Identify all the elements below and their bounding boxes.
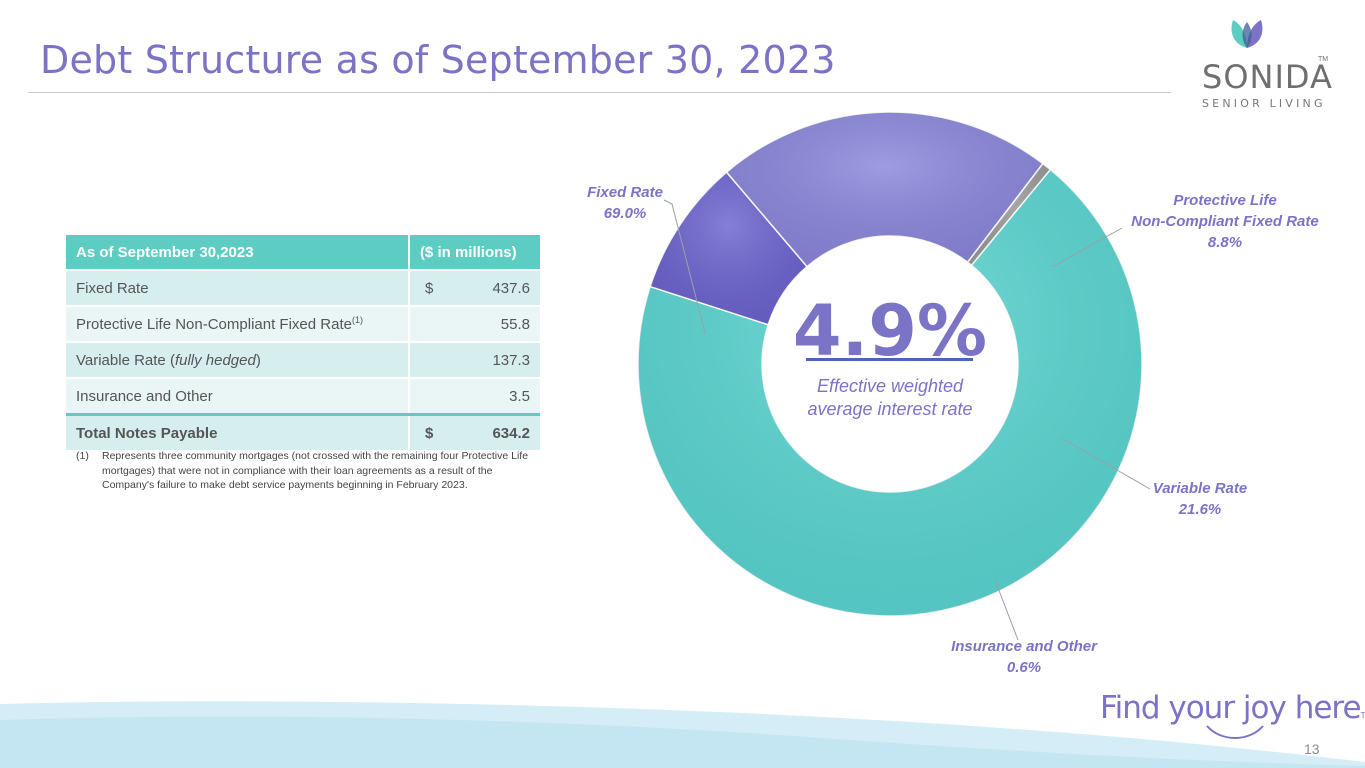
slice-label-percent: 8.8% xyxy=(1207,234,1243,251)
row-label-prefix: Variable Rate ( xyxy=(76,351,175,369)
row-value: 137.3 xyxy=(407,342,540,379)
table-total-row: Total Notes Payable $ 634.2 xyxy=(66,413,540,452)
donut-slice-shading xyxy=(650,172,808,325)
donut-slice-shading xyxy=(726,112,1043,267)
center-caption-line: average interest rate xyxy=(807,399,973,419)
page-title: Debt Structure as of September 30, 2023 xyxy=(40,38,836,82)
leader-line-protective-life xyxy=(1051,227,1123,268)
table-row: Fixed Rate $ 437.6 xyxy=(66,270,540,307)
page-number: 13 xyxy=(1304,741,1320,757)
slice-label-name: Variable Rate xyxy=(1152,480,1248,497)
butterfly-leaf-icon xyxy=(1231,20,1263,48)
row-label-cell: Variable Rate (fully hedged) xyxy=(66,342,409,379)
footnote: (1) Represents three community mortgages… xyxy=(76,449,536,493)
row-label: Fixed Rate xyxy=(66,270,409,307)
bottom-wave-decoration xyxy=(0,701,1365,768)
dollar-sign: $ xyxy=(424,279,434,297)
table-header-row: As of September 30,2023 ($ in millions) xyxy=(66,235,540,271)
row-label-suffix: ) xyxy=(255,351,261,369)
row-value: 437.6 xyxy=(492,279,530,297)
debt-table: As of September 30,2023 ($ in millions) … xyxy=(66,235,540,452)
slice-label-percent: 21.6% xyxy=(1178,501,1222,518)
slice-label-percent: 0.6% xyxy=(1006,659,1042,676)
smile-swoosh-icon xyxy=(1206,725,1264,739)
row-label-cell: Protective Life Non-Compliant Fixed Rate… xyxy=(66,306,409,343)
total-value: 634.2 xyxy=(492,424,530,442)
total-value-cell: $ 634.2 xyxy=(407,413,540,452)
leader-line-insurance-other xyxy=(994,579,1019,641)
logo-subtitle: SENIOR LIVING xyxy=(1202,97,1326,110)
row-value: 3.5 xyxy=(407,378,540,416)
center-caption-line: Effective weighted xyxy=(816,376,964,396)
slice-label-name: Fixed Rate xyxy=(587,184,663,201)
center-caption: Effective weighted average interest rate xyxy=(780,375,1000,421)
table-header-period: As of September 30,2023 xyxy=(66,235,409,271)
slice-label-variable-rate: Variable Rate 21.6% xyxy=(1140,478,1260,520)
table-row: Protective Life Non-Compliant Fixed Rate… xyxy=(66,306,540,343)
slice-label-name: Insurance and Other xyxy=(951,638,1097,655)
logo-wordmark: SONIDA xyxy=(1202,58,1333,96)
slice-label-fixed-rate: Fixed Rate 69.0% xyxy=(570,182,680,224)
slice-label-name: Protective Life xyxy=(1173,192,1277,209)
leader-line-variable-rate xyxy=(1062,438,1151,490)
footnote-ref: (1) xyxy=(351,315,363,325)
tagline-text: Find your joy here xyxy=(1100,690,1362,726)
table-row: Variable Rate (fully hedged) 137.3 xyxy=(66,342,540,379)
row-label-emphasis: fully hedged xyxy=(174,351,256,369)
row-label: Protective Life Non-Compliant Fixed Rate xyxy=(76,316,352,333)
tagline-trademark: TM xyxy=(1360,711,1365,720)
row-label: Insurance and Other xyxy=(66,378,409,416)
total-label: Total Notes Payable xyxy=(66,413,409,452)
donut-slice-shading xyxy=(967,163,1051,266)
donut-slice-shading xyxy=(638,169,1142,616)
slice-label-percent: 69.0% xyxy=(603,205,647,222)
table-header-units: ($ in millions) xyxy=(407,235,540,271)
footnote-number: (1) xyxy=(76,450,89,462)
sonida-logo: SONIDA TM SENIOR LIVING xyxy=(1190,14,1340,110)
title-divider xyxy=(28,92,1171,93)
slice-label-name: Non-Compliant Fixed Rate xyxy=(1131,213,1319,230)
row-value-cell: $ 437.6 xyxy=(407,270,540,307)
slice-label-protective-life: Protective Life Non-Compliant Fixed Rate 8… xyxy=(1118,190,1332,253)
slice-label-insurance-other: Insurance and Other 0.6% xyxy=(940,636,1108,678)
logo-trademark: TM xyxy=(1318,56,1329,63)
leader-line-fixed-rate xyxy=(663,199,706,334)
tagline: Find your joy hereTM xyxy=(1100,690,1365,726)
center-underline xyxy=(806,358,973,361)
table-row: Insurance and Other 3.5 xyxy=(66,378,540,416)
row-value: 55.8 xyxy=(407,306,540,343)
footnote-text: Represents three community mortgages (no… xyxy=(102,450,529,491)
dollar-sign: $ xyxy=(424,424,434,442)
